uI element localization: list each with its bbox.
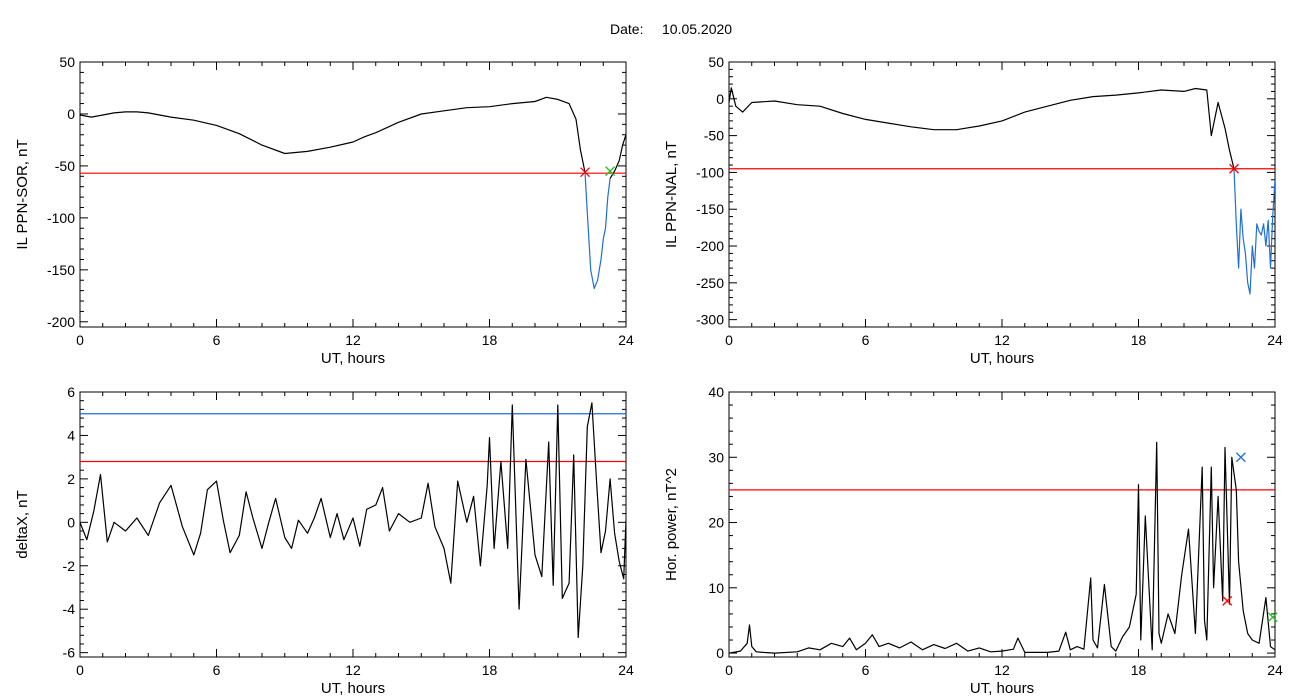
x-tick-label: 12 (345, 662, 361, 678)
y-axis-label: deltaX, nT (14, 490, 31, 558)
x-tick-label: 18 (482, 332, 498, 348)
x-tick-label: 24 (1267, 332, 1283, 348)
series-line-black (80, 96, 586, 173)
y-tick-label: 0 (716, 645, 724, 661)
x-tick-label: 24 (618, 662, 634, 678)
y-tick-label: -50 (55, 158, 75, 174)
x-tick-label: 0 (76, 662, 84, 678)
date-label: Date: (610, 21, 643, 37)
y-tick-label: -200 (47, 314, 75, 330)
x-axis-label: UT, hours (970, 350, 1034, 367)
y-tick-label: -250 (696, 275, 724, 291)
marker-red (580, 167, 591, 178)
y-tick-label: -150 (696, 201, 724, 217)
x-tick-label: 24 (1267, 662, 1283, 678)
plot-area (729, 441, 1275, 654)
x-axis-label: UT, hours (321, 350, 385, 367)
series-line-black (80, 402, 626, 639)
y-tick-label: 0 (67, 106, 75, 122)
plot-area (80, 402, 626, 639)
x-tick-label: 12 (994, 662, 1010, 678)
series-line-black (729, 87, 1235, 169)
y-tick-label: -4 (63, 601, 76, 617)
y-tick-label: -200 (696, 238, 724, 254)
x-tick-label: 6 (213, 332, 221, 348)
y-tick-label: -2 (63, 558, 76, 574)
y-tick-label: -300 (696, 312, 724, 328)
y-tick-label: 50 (708, 54, 724, 70)
chart-sor: 0 6 12 18 24 50 0 -50 -100 -150 -200 UT, hours IL PP… (14, 54, 634, 367)
chart-nal: 0 6 12 18 24 50 0 -50 -100 -150 -200 -250 -300 UT, ho… (663, 54, 1283, 367)
marker-red (1229, 163, 1240, 174)
y-tick-label: -50 (704, 128, 724, 144)
x-tick-label: 12 (994, 332, 1010, 348)
y-tick-label: 50 (59, 54, 75, 70)
y-tick-label: 0 (67, 514, 75, 530)
x-tick-label: 0 (725, 332, 733, 348)
y-axis-label: IL PPN-NAL, nT (663, 141, 680, 248)
x-tick-label: 18 (482, 662, 498, 678)
chart-deltax: 0 6 12 18 24 6 4 2 0 -2 -4 -6 UT, hours deltaX, nT (14, 384, 634, 697)
x-tick-label: 0 (725, 662, 733, 678)
plot-frame (728, 61, 1276, 328)
x-axis-label: UT, hours (970, 680, 1034, 697)
y-tick-label: 6 (67, 384, 75, 400)
marker-red (1222, 595, 1233, 606)
x-tick-label: 0 (76, 332, 84, 348)
series-line-black (609, 134, 626, 179)
y-tick-label: -100 (47, 210, 75, 226)
plot-frame (728, 391, 1276, 658)
x-tick-label: 6 (213, 662, 221, 678)
y-tick-label: 40 (708, 384, 724, 400)
y-axis-label: Hor. power, nT^2 (663, 468, 680, 581)
y-tick-label: 10 (708, 580, 724, 596)
y-tick-label: 30 (708, 449, 724, 465)
x-axis-label: UT, hours (321, 680, 385, 697)
y-tick-label: -6 (63, 645, 76, 661)
y-tick-label: 4 (67, 427, 75, 443)
series-line-black (729, 441, 1275, 654)
plot-area (80, 96, 626, 290)
x-tick-label: 24 (618, 332, 634, 348)
y-tick-label: 20 (708, 515, 724, 531)
x-tick-label: 6 (862, 332, 870, 348)
marker-green (605, 166, 616, 177)
x-tick-label: 12 (345, 332, 361, 348)
chart-power: 0 6 12 18 24 40 30 20 10 0 UT, hours Hor. power, nT… (663, 384, 1283, 697)
date-value: 10.05.2020 (662, 21, 732, 37)
plot-frame (79, 61, 627, 328)
x-tick-label: 18 (1131, 332, 1147, 348)
y-tick-label: -100 (696, 164, 724, 180)
y-tick-label: 0 (716, 91, 724, 107)
y-tick-label: -150 (47, 262, 75, 278)
y-tick-label: 2 (67, 471, 75, 487)
series-line-blue (1233, 168, 1275, 295)
marker-blue (1235, 452, 1246, 463)
plot-area (729, 87, 1275, 295)
marker-green (1267, 612, 1278, 623)
x-tick-label: 6 (862, 662, 870, 678)
series-line-blue (584, 172, 611, 290)
y-axis-label: IL PPN-SOR, nT (14, 139, 31, 249)
x-tick-label: 18 (1131, 662, 1147, 678)
